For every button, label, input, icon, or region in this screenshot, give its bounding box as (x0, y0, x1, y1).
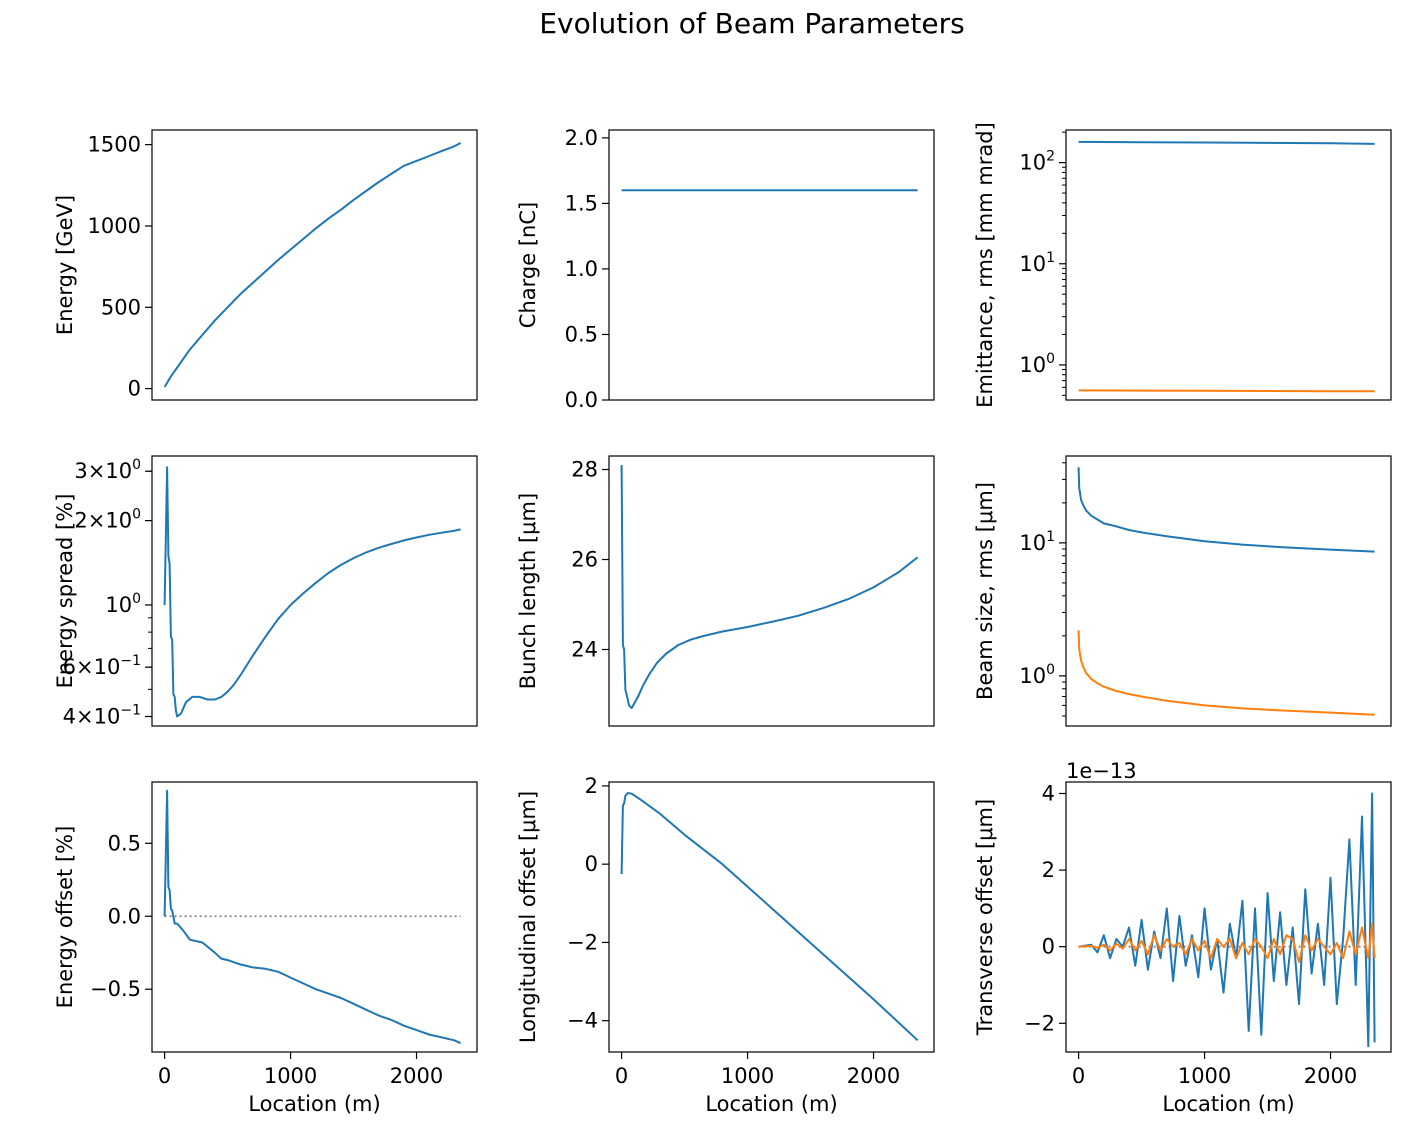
y-axis-label: Beam size, rms [μm] (973, 482, 997, 700)
y-tick-label: −0.5 (90, 977, 141, 1001)
axes-frame (1065, 781, 1392, 1053)
x-axis-label: Location (m) (1162, 1092, 1294, 1116)
y-tick-label: 101 (1019, 529, 1055, 555)
y-tick-label: 2 (1042, 858, 1055, 882)
subplot-9: −2 0 2 4 0 1000 2000 Transverse offset [μm] Loca… (973, 759, 1392, 1116)
subplot-3: 100 101 102 Emittance, rms [mm mrad] (973, 122, 1392, 408)
series-line-2 (1078, 922, 1376, 963)
x-axis-label: Location (m) (705, 1092, 837, 1116)
y-tick-label: 1.5 (565, 191, 598, 215)
series-line-1 (1078, 140, 1375, 145)
y-tick-label: 500 (101, 295, 141, 319)
series-line-1 (620, 792, 919, 1042)
x-tick-label: 1000 (1178, 1064, 1231, 1088)
y-tick-label: 2×100 (74, 507, 141, 533)
y-tick-label: 100 (105, 591, 141, 617)
axes-frame (608, 455, 935, 727)
y-tick-label: 6×10−1 (63, 653, 141, 679)
y-tick-label: −2 (567, 930, 598, 954)
y-axis-label: Transverse offset [μm] (973, 799, 997, 1036)
y-tick-label: 100 (1019, 662, 1055, 688)
x-tick-label: 2000 (847, 1064, 900, 1088)
x-tick-label: 1000 (721, 1064, 774, 1088)
y-tick-label: 0 (585, 852, 598, 876)
x-axis-label: Location (m) (248, 1092, 380, 1116)
axes-frame (608, 129, 935, 401)
x-tick-label: 2000 (1304, 1064, 1357, 1088)
y-tick-label: 4 (1042, 781, 1055, 805)
y-tick-label: 2.0 (565, 126, 598, 150)
y-tick-label: 1.0 (565, 257, 598, 281)
x-tick-label: 0 (1072, 1064, 1085, 1088)
figure-title: Evolution of Beam Parameters (539, 7, 964, 40)
series-line-2 (1077, 630, 1375, 716)
subplot-7: −0.5 0.0 0.5 0 1000 2000 Energy offset [%] Loca… (53, 781, 478, 1116)
x-tick-label: 0 (158, 1064, 171, 1088)
y-tick-label: 100 (1019, 351, 1055, 377)
y-axis-label: Emittance, rms [mm mrad] (973, 122, 997, 408)
series-line-2 (1078, 389, 1375, 393)
subplot-6: 100 101 Beam size, rms [μm] (973, 455, 1392, 727)
series-line-1 (620, 464, 919, 709)
x-tick-label: 1000 (264, 1064, 317, 1088)
y-tick-label: 24 (571, 638, 598, 662)
x-tick-label: 2000 (390, 1064, 443, 1088)
y-tick-label: 102 (1019, 149, 1055, 175)
y-tick-label: 0.5 (565, 322, 598, 346)
axes-frame (151, 781, 478, 1053)
subplot-1: 0 500 1000 1500 Energy [GeV] (53, 129, 478, 401)
y-axis-label: Energy offset [%] (53, 826, 77, 1009)
y-axis-label: Energy [GeV] (53, 195, 77, 335)
axis-offset-text: 1e−13 (1066, 759, 1137, 783)
y-tick-label: 1500 (88, 133, 141, 157)
y-tick-label: −2 (1024, 1011, 1055, 1035)
y-axis-label: Energy spread [%] (53, 494, 77, 689)
axes-frame (608, 781, 935, 1053)
y-tick-label: 4×10−1 (63, 703, 141, 729)
y-tick-label: 0 (128, 377, 141, 401)
y-tick-label: 2 (585, 774, 598, 798)
axes-frame (1065, 129, 1392, 401)
series-line-1 (1078, 792, 1376, 1048)
y-tick-label: 0 (1042, 935, 1055, 959)
subplot-2: 0.0 0.5 1.0 1.5 2.0 Charge [nC] (516, 126, 935, 412)
y-tick-label: −4 (567, 1009, 598, 1033)
y-axis-label: Bunch length [μm] (516, 493, 540, 689)
subplot-8: −4 −2 0 2 0 1000 2000 Longitudinal offset [μm] L… (516, 774, 935, 1116)
axes-frame (151, 455, 478, 727)
y-axis-label: Charge [nC] (516, 202, 540, 328)
y-tick-label: 28 (571, 458, 598, 482)
axes-frame (151, 129, 478, 401)
y-tick-label: 0.5 (108, 831, 141, 855)
series-line-1 (163, 142, 462, 388)
y-tick-label: 0.0 (108, 904, 141, 928)
y-tick-label: 1000 (88, 214, 141, 238)
axes-frame (1065, 455, 1392, 727)
y-tick-label: 101 (1019, 250, 1055, 276)
y-tick-label: 26 (571, 548, 598, 572)
series-line-1 (163, 466, 461, 718)
y-axis-label: Longitudinal offset [μm] (516, 791, 540, 1043)
subplot-5: 24 26 28 Bunch length [μm] (516, 455, 935, 727)
series-line-1 (1077, 467, 1375, 553)
subplot-4: 4×10−1 6×10−1 100 2×100 3×100 Energy spread [… (53, 455, 478, 729)
x-tick-label: 0 (615, 1064, 628, 1088)
series-line-1 (163, 789, 462, 1045)
y-tick-label: 3×100 (74, 457, 141, 483)
y-tick-label: 0.0 (565, 388, 598, 412)
